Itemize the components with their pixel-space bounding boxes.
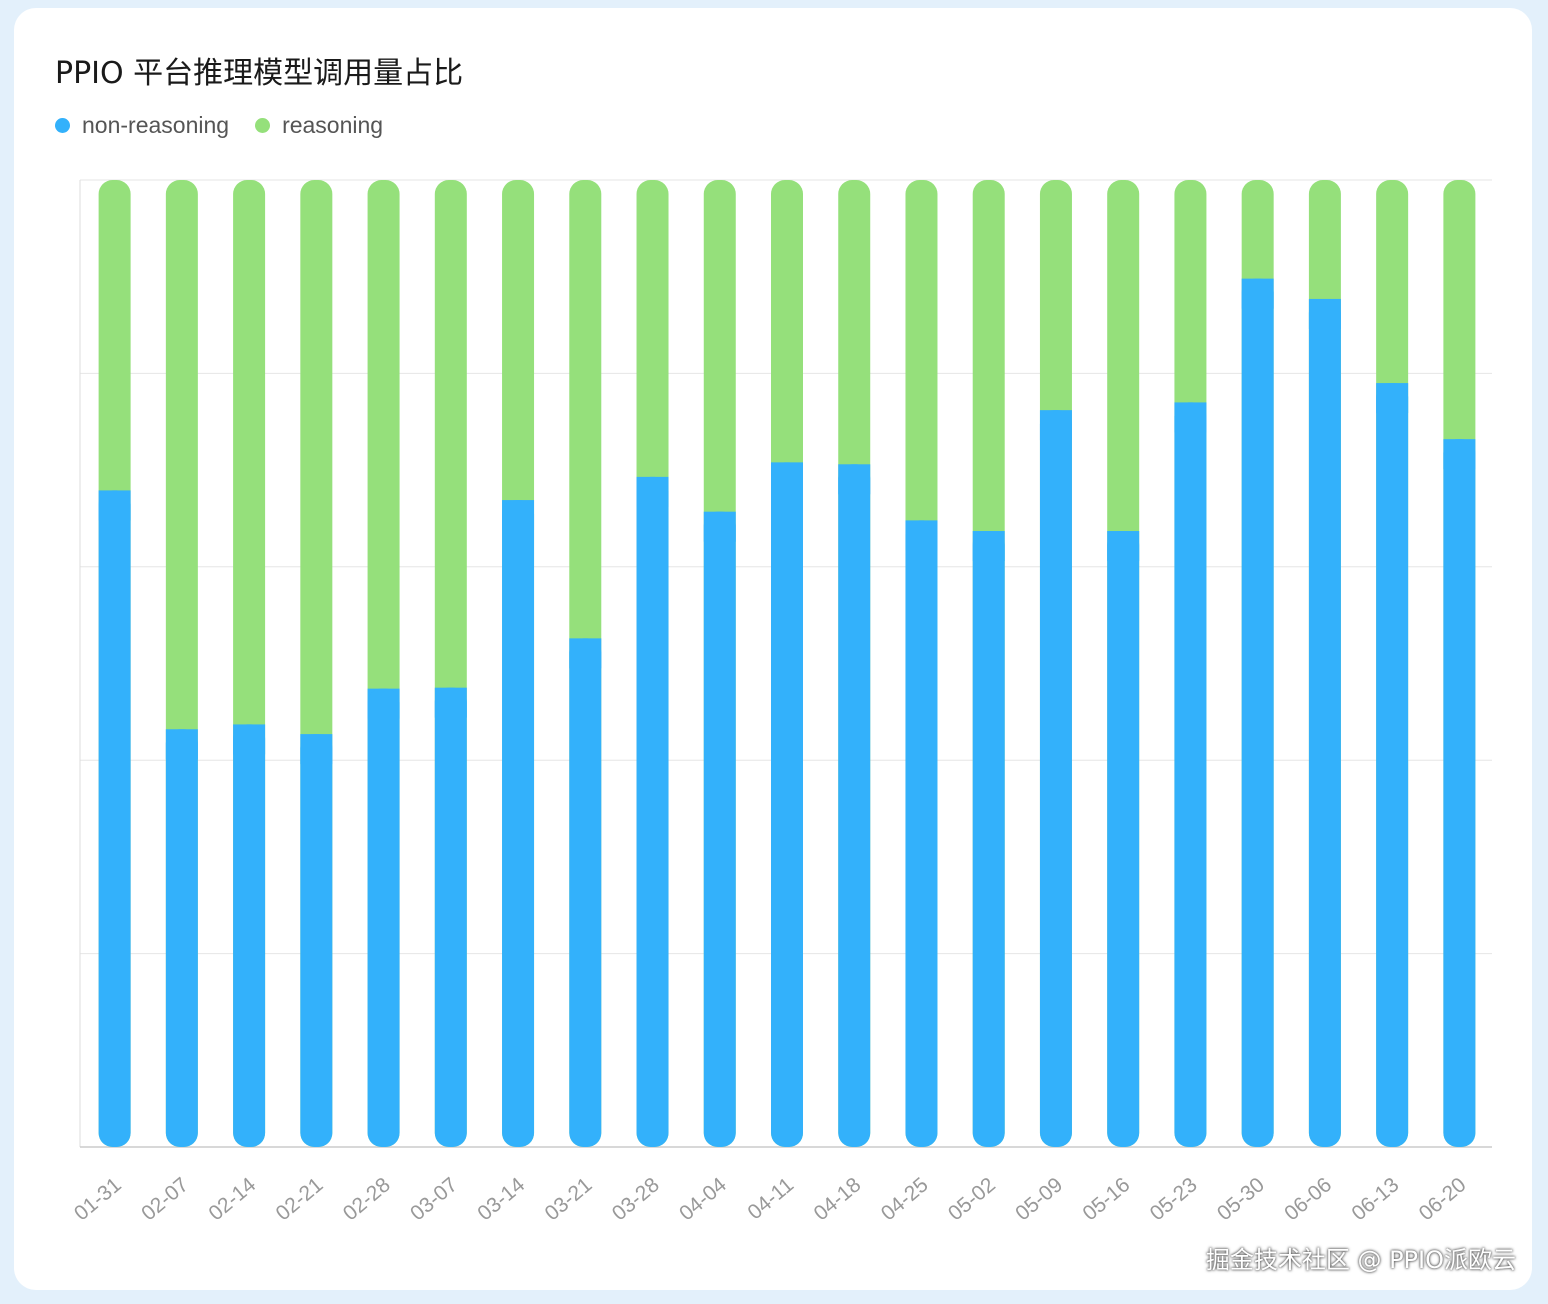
legend-item-reasoning[interactable]: reasoning [255, 112, 383, 139]
bar-non-reasoning [300, 734, 333, 1147]
bar-non-reasoning [569, 638, 602, 1147]
bar-non-reasoning [434, 687, 467, 1147]
x-tick-label: 06-13 [1347, 1173, 1403, 1225]
bar-non-reasoning [1308, 298, 1341, 1147]
x-tick-label: 03-21 [541, 1173, 597, 1225]
x-tick-label: 04-04 [675, 1173, 731, 1225]
x-tick-label: 02-14 [204, 1173, 260, 1225]
x-tick-label: 05-30 [1213, 1173, 1269, 1225]
bar-non-reasoning [367, 688, 400, 1147]
legend-label: reasoning [282, 112, 384, 138]
legend: non-reasoning reasoning [55, 112, 383, 139]
legend-item-non-reasoning[interactable]: non-reasoning [55, 112, 229, 139]
x-tick-label: 03-07 [406, 1173, 462, 1225]
bar-non-reasoning [1241, 278, 1274, 1147]
legend-label: non-reasoning [82, 112, 230, 138]
bar-non-reasoning [502, 500, 535, 1147]
x-tick-label: 02-28 [339, 1173, 395, 1225]
bar-non-reasoning [233, 724, 266, 1147]
bar-non-reasoning [838, 464, 871, 1148]
bar-non-reasoning [771, 462, 803, 1147]
bar-non-reasoning [165, 729, 198, 1147]
legend-dot-icon [55, 118, 70, 133]
x-tick-label: 03-14 [473, 1173, 529, 1225]
x-tick-label: 03-28 [608, 1173, 664, 1225]
bar-non-reasoning [636, 476, 669, 1147]
bar-non-reasoning [972, 531, 1005, 1147]
bar-non-reasoning [1107, 531, 1140, 1147]
watermark-text: 掘金技术社区 @ PPIO派欧云 [1205, 1246, 1516, 1274]
bar-non-reasoning [1376, 383, 1409, 1147]
chart-title: PPIO 平台推理模型调用量占比 [55, 56, 464, 91]
bar-non-reasoning [1039, 410, 1072, 1147]
x-tick-label: 04-11 [743, 1173, 798, 1224]
x-tick-label: 05-23 [1146, 1173, 1202, 1225]
bar-non-reasoning [905, 520, 938, 1147]
bar-non-reasoning [1443, 439, 1476, 1147]
x-tick-label: 05-16 [1078, 1173, 1134, 1225]
bar-non-reasoning [1174, 402, 1207, 1147]
x-tick-label: 04-25 [877, 1173, 933, 1225]
x-tick-label: 04-18 [810, 1173, 866, 1225]
x-tick-label: 06-20 [1415, 1173, 1471, 1225]
x-tick-label: 02-07 [137, 1173, 193, 1225]
bar-non-reasoning [98, 490, 131, 1148]
x-tick-label: 06-06 [1280, 1173, 1336, 1225]
legend-dot-icon [255, 118, 271, 133]
x-tick-label: 02-21 [272, 1173, 328, 1225]
bar-non-reasoning [703, 511, 736, 1147]
x-tick-label: 05-02 [944, 1173, 1000, 1225]
x-tick-label: 01-31 [70, 1173, 126, 1225]
x-tick-label: 05-09 [1011, 1173, 1067, 1225]
